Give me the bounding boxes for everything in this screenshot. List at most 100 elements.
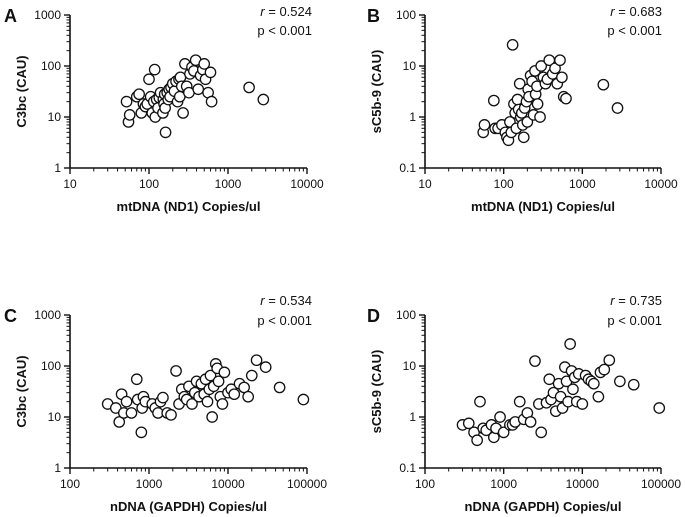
x-tick-label: 10000 [644,177,678,191]
y-tick-label: 10 [403,359,417,373]
data-point [576,398,589,410]
y-tick-label: 1000 [34,8,61,22]
data-point [245,369,258,382]
data-point [135,426,148,439]
x-axis-label: nDNA (GAPDH) Copies/ul [465,499,622,514]
data-point [535,60,548,72]
data-point [148,63,161,76]
data-point [125,407,138,419]
x-tick-label: 1000 [569,177,596,191]
x-tick-label: 100 [139,177,159,191]
y-tick-label: 1 [409,410,416,424]
data-point [133,88,145,101]
data-point [487,94,500,107]
x-tick-label: 100 [494,177,514,191]
data-point [611,102,624,114]
data-point [564,338,576,350]
x-tick-label: 100000 [641,477,681,491]
data-point [554,54,566,67]
y-tick-label: 100 [41,59,61,73]
x-tick-label: 10000 [566,477,600,491]
data-point [627,378,640,391]
y-axis-label: C3bc (CAU) [14,355,29,427]
panel-B: B 10 100 1000 10000 0.1 1 10 100 mtDNA (ND1) Copi… [367,4,678,214]
p-annotation: p < 0.001 [257,313,312,328]
y-axis-label: sC5b-9 (CAU) [369,350,384,434]
y-tick-label: 100 [396,8,416,22]
y-tick-label: 1 [54,461,61,475]
data-point [143,73,155,86]
data-point [531,98,544,110]
data-point [204,66,217,79]
y-axis-label: C3bc (CAU) [14,55,29,127]
data-point [242,390,255,403]
data-point [120,395,133,408]
data-point [170,365,182,377]
data-point [567,383,579,396]
panel-letter: A [4,6,17,26]
data-point [474,395,486,408]
y-tick-label: 10 [48,410,62,424]
x-tick-label: 10 [418,177,432,191]
data-point [228,388,241,401]
data-point [257,93,270,106]
data-point [250,354,263,367]
data-point [494,411,506,423]
panel-letter: B [367,6,380,26]
y-tick-label: 0.1 [399,161,416,175]
x-tick-label: 10000 [211,477,245,491]
data-point [204,369,217,382]
x-tick-label: 100 [60,477,80,491]
data-point [471,434,483,447]
data-point [529,355,541,367]
y-tick-label: 0.1 [399,461,416,475]
data-point [614,375,626,388]
x-axis-label: mtDNA (ND1) Copies/ul [471,199,615,214]
data-point [653,402,666,414]
data-point [198,58,211,70]
x-axis-label: mtDNA (ND1) Copies/ul [117,199,261,214]
data-point [297,393,310,406]
data-point [159,126,172,139]
data-point [177,107,189,119]
x-tick-label: 10000 [290,177,324,191]
y-tick-label: 1000 [34,308,61,322]
y-axis-label: sC5b-9 (CAU) [369,50,384,134]
data-point [216,398,229,410]
panel-letter: C [4,306,17,326]
r-annotation: r = 0.524 [260,4,312,19]
y-tick-label: 10 [48,110,62,124]
data-point [186,398,198,410]
y-tick-label: 1 [54,161,61,175]
data-point [534,111,546,123]
x-tick-label: 1000 [215,177,242,191]
data-point [535,426,548,439]
data-point [120,95,133,108]
data-point [243,81,255,94]
data-point [603,354,616,367]
data-point [113,416,126,428]
r-annotation: r = 0.534 [260,293,312,308]
data-point [462,417,475,430]
data-point [560,92,572,105]
y-tick-label: 10 [403,59,417,73]
r-annotation: r = 0.683 [610,4,662,19]
y-tick-label: 100 [41,359,61,373]
y-tick-label: 100 [396,308,416,322]
x-tick-label: 1000 [490,477,517,491]
data-point [165,409,177,421]
data-point [201,395,214,408]
data-point [524,416,537,428]
data-point [513,395,526,408]
data-point [543,373,556,386]
panel-letter: D [367,306,380,326]
data-point [556,71,568,84]
data-point [259,361,272,373]
data-point [592,390,605,403]
data-point [478,119,491,131]
data-point [130,373,143,386]
data-point [517,131,530,144]
x-tick-label: 100 [415,477,435,491]
panel-C: C 100 1000 10000 100000 1 10 100 1000 nDNA (GAPDH… [4,293,327,514]
